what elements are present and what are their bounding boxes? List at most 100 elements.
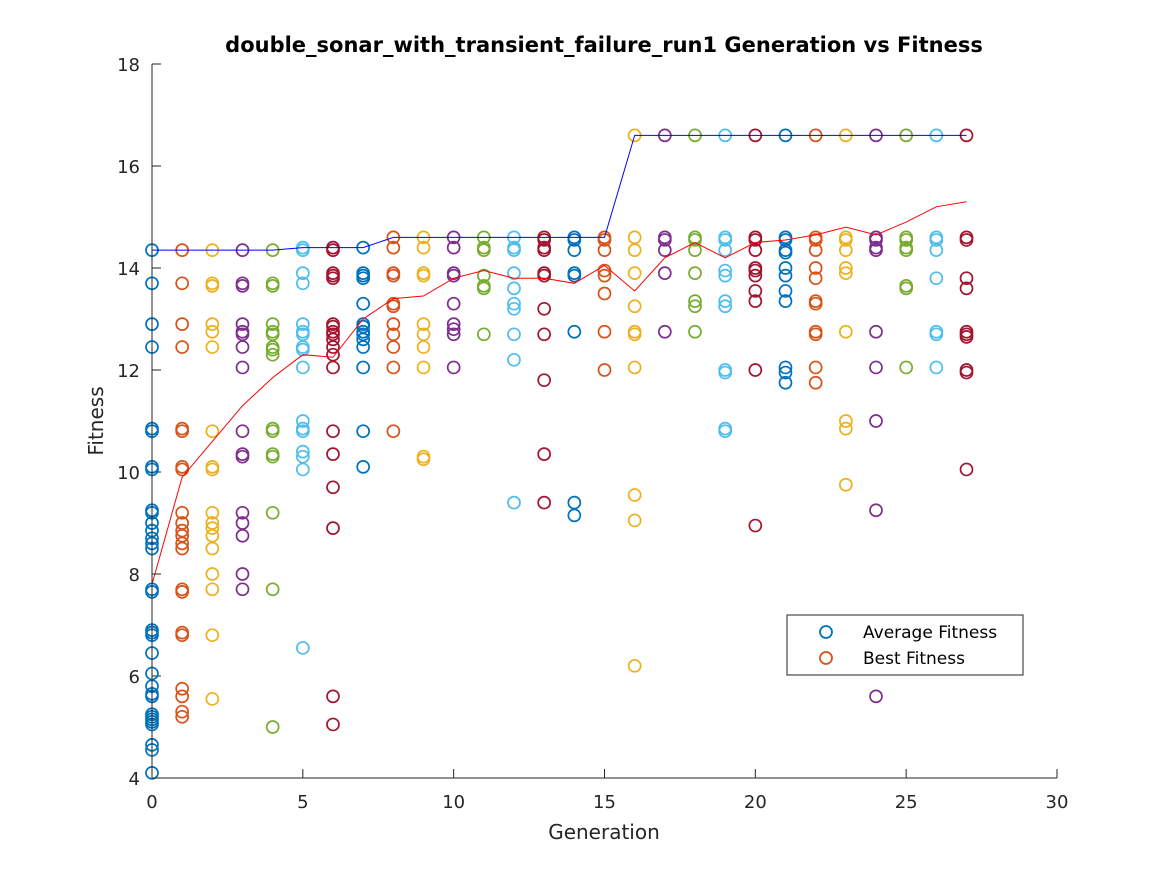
scatter-point bbox=[326, 480, 340, 495]
axis-ticks: 0 5 10 15 20 25 30 4 6 8 10 12 14 16 18 bbox=[117, 55, 1068, 813]
scatter-point bbox=[446, 240, 461, 255]
scatter-point bbox=[326, 347, 340, 362]
scatter-point bbox=[748, 294, 763, 308]
scatter-point bbox=[627, 658, 642, 673]
scatter-point bbox=[627, 324, 642, 339]
scatter-point bbox=[597, 363, 612, 377]
scatter-point bbox=[295, 449, 310, 464]
legend-marker-best bbox=[819, 651, 833, 665]
scatter-point bbox=[537, 447, 552, 461]
scatter-point bbox=[446, 360, 461, 375]
scatter-point bbox=[416, 340, 431, 354]
scatter-point bbox=[295, 266, 310, 280]
scatter-point bbox=[265, 447, 280, 461]
scatter-point bbox=[537, 373, 552, 388]
scatter-point bbox=[627, 266, 642, 280]
scatter-point bbox=[205, 317, 220, 331]
scatter-point bbox=[446, 317, 461, 331]
scatter-point bbox=[386, 360, 401, 375]
scatter-point bbox=[175, 340, 190, 354]
scatter-point bbox=[959, 230, 974, 245]
y-tick-label: 6 bbox=[129, 667, 140, 688]
scatter-point bbox=[205, 516, 220, 530]
scatter-point bbox=[386, 266, 401, 280]
x-tick-label: 25 bbox=[895, 792, 918, 813]
series-lines bbox=[151, 134, 967, 585]
scatter-point bbox=[205, 567, 220, 581]
scatter-point bbox=[235, 567, 250, 581]
y-tick-label: 4 bbox=[129, 769, 140, 790]
scatter-point bbox=[205, 541, 220, 556]
scatter-point bbox=[778, 375, 793, 390]
scatter-point bbox=[627, 488, 642, 502]
x-tick-label: 30 bbox=[1046, 792, 1069, 813]
scatter-point bbox=[537, 495, 552, 510]
scatter-point bbox=[959, 324, 974, 339]
scatter-point bbox=[778, 261, 793, 275]
scatter-point bbox=[507, 495, 521, 510]
scatter-point bbox=[808, 230, 823, 245]
scatter-point bbox=[175, 523, 190, 538]
scatter-point bbox=[507, 352, 521, 367]
scatter-point bbox=[175, 625, 190, 640]
y-tick-label: 14 bbox=[117, 259, 140, 280]
scatter-point bbox=[386, 340, 401, 354]
scatter-point bbox=[959, 462, 974, 477]
scatter-point bbox=[205, 628, 220, 643]
scatter-point bbox=[778, 230, 793, 245]
scatter-point bbox=[567, 324, 582, 339]
scatter-point bbox=[175, 516, 190, 530]
y-tick-label: 12 bbox=[117, 361, 140, 382]
scatter-point bbox=[959, 363, 974, 377]
scatter-point bbox=[386, 424, 401, 439]
scatter-point bbox=[265, 421, 280, 436]
scatter-point bbox=[326, 521, 340, 535]
scatter-point bbox=[265, 505, 280, 520]
scatter-point bbox=[537, 301, 552, 316]
y-tick-label: 10 bbox=[117, 463, 140, 484]
scatter-point bbox=[235, 528, 250, 543]
scatter-point bbox=[326, 266, 340, 280]
scatter-point bbox=[869, 240, 883, 255]
scatter-point bbox=[235, 276, 250, 291]
scatter-point bbox=[929, 360, 944, 375]
scatter-point bbox=[778, 294, 793, 308]
scatter-point bbox=[808, 324, 823, 339]
scatter-point bbox=[235, 340, 250, 354]
scatter-point bbox=[205, 505, 220, 520]
x-axis-label: Generation bbox=[548, 820, 660, 844]
scatter-point bbox=[869, 324, 883, 339]
scatter-point bbox=[476, 268, 491, 283]
scatter-point bbox=[356, 296, 371, 311]
scatter-point bbox=[537, 327, 552, 342]
scatter-point bbox=[718, 230, 733, 245]
scatter-point bbox=[356, 266, 371, 280]
y-tick-label: 18 bbox=[117, 55, 140, 76]
scatter-point bbox=[597, 268, 612, 283]
scatter-point bbox=[476, 279, 491, 293]
scatter-point bbox=[386, 327, 401, 342]
scatter-point bbox=[235, 324, 250, 339]
scatter-point bbox=[175, 276, 190, 291]
scatter-point bbox=[838, 477, 853, 492]
scatter-point bbox=[507, 327, 521, 342]
scatter-point bbox=[265, 324, 280, 339]
scatter-point bbox=[235, 424, 250, 439]
scatter-point bbox=[205, 340, 220, 354]
scatter-point bbox=[959, 271, 974, 286]
scatter-point bbox=[265, 276, 280, 291]
scatter-point bbox=[718, 363, 733, 377]
scatter-point bbox=[688, 266, 702, 280]
scatter-point bbox=[356, 424, 371, 439]
scatter-point bbox=[175, 421, 190, 436]
scatter-point bbox=[899, 240, 914, 255]
scatter-point bbox=[446, 296, 461, 311]
scatter-point bbox=[416, 317, 431, 331]
scatter-point bbox=[838, 421, 853, 436]
scatter-point bbox=[838, 414, 853, 428]
scatter-point bbox=[235, 505, 250, 520]
scatter-point bbox=[476, 327, 491, 342]
x-tick-label: 5 bbox=[297, 792, 308, 813]
chart-title: double_sonar_with_transient_failure_run1… bbox=[225, 33, 983, 57]
